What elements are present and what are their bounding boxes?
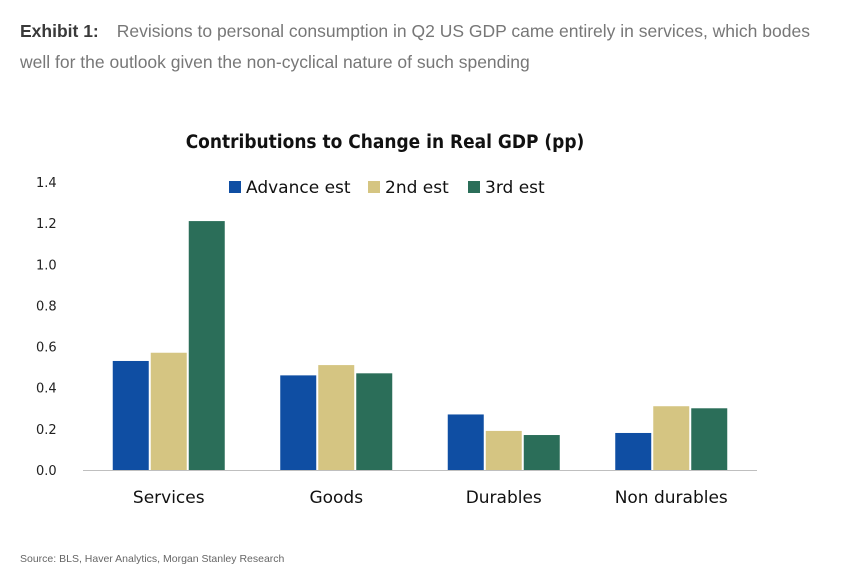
y-tick-label: 0.6 <box>36 341 57 356</box>
legend-label: Advance est <box>246 178 351 198</box>
legend-label: 3rd est <box>485 178 545 198</box>
bar-durables-advance-est <box>447 414 484 470</box>
bar-goods-3rd-est <box>356 373 393 470</box>
exhibit-label: Exhibit 1: <box>20 21 99 41</box>
y-tick-label: 0.0 <box>36 464 57 479</box>
y-tick-label: 1.2 <box>36 217 57 232</box>
legend-swatch <box>368 181 380 193</box>
legend-swatch <box>229 181 241 193</box>
exhibit-caption: Exhibit 1: Revisions to personal consumpt… <box>20 16 840 78</box>
legend-swatch <box>468 181 480 193</box>
category-label: Goods <box>309 488 363 508</box>
bar-non-durables-3rd-est <box>691 408 728 470</box>
bar-goods-advance-est <box>280 375 317 470</box>
bar-durables-2nd-est <box>485 430 522 470</box>
bar-goods-2nd-est <box>318 365 355 470</box>
category-label: Durables <box>466 488 542 508</box>
y-tick-label: 1.4 <box>36 176 57 191</box>
exhibit-text: Revisions to personal consumption in Q2 … <box>20 21 810 72</box>
chart-title: Contributions to Change in Real GDP (pp) <box>185 132 585 153</box>
bar-services-advance-est <box>112 360 149 470</box>
y-tick-label: 1.0 <box>36 258 57 273</box>
bar-non-durables-2nd-est <box>653 406 690 470</box>
bar-non-durables-advance-est <box>615 432 652 470</box>
y-tick-label: 0.8 <box>36 299 57 314</box>
y-tick-label: 0.2 <box>36 423 57 438</box>
legend-label: 2nd est <box>385 178 449 198</box>
bar-durables-3rd-est <box>523 435 560 470</box>
y-tick-label: 0.4 <box>36 382 57 397</box>
bar-services-3rd-est <box>188 221 225 470</box>
category-label: Non durables <box>615 488 728 508</box>
bar-services-2nd-est <box>150 352 187 470</box>
category-label: Services <box>133 488 205 508</box>
bar-chart: 0.0 0.2 0.4 0.6 0.8 1.0 1.2 1.4 Services Goods Du… <box>36 176 757 508</box>
source-note: Source: BLS, Haver Analytics, Morgan Sta… <box>20 553 285 565</box>
